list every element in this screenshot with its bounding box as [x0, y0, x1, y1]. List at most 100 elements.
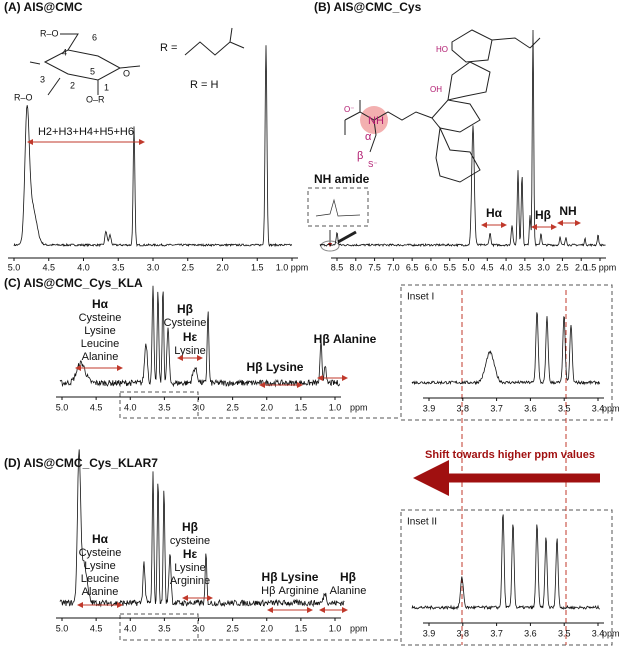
inset-box: [400, 284, 613, 421]
tick-label: 3.9: [423, 628, 436, 638]
tick-label: 7.0: [387, 262, 400, 272]
tick-label: 7.5: [368, 262, 381, 272]
tick-label: 3.0: [192, 402, 205, 412]
structure-label: α: [365, 131, 372, 143]
tick-label: 8.0: [350, 262, 363, 272]
structure-label: 2: [70, 80, 75, 90]
annotation: Hβ Arginine: [261, 585, 319, 597]
tick-label: 5.0: [56, 623, 69, 633]
tick-label: 3.7: [490, 403, 503, 413]
tick-label: 5.0: [56, 402, 69, 412]
tick-label: 3.6: [524, 628, 537, 638]
structure-label: 5: [90, 66, 95, 76]
tick-label: 4.5: [42, 262, 55, 272]
tick-label: 2.5: [226, 623, 239, 633]
annotation: R = H: [190, 79, 218, 91]
annotation: Hβ: [340, 570, 356, 584]
structure-label: 3: [40, 74, 45, 84]
tick-label: 2.5: [226, 402, 239, 412]
annotation: Hβ Lysine: [247, 360, 304, 374]
annotation: Lysine: [84, 560, 115, 572]
tick-label: 3.8: [457, 403, 470, 413]
unit: ppm: [350, 402, 368, 412]
tick-label: 5.0: [462, 262, 475, 272]
tick-label: 3.5: [158, 623, 171, 633]
nh-inset: [307, 187, 369, 252]
annotation: Leucine: [81, 338, 120, 350]
annotation: Lysine: [174, 345, 205, 357]
tick-label: 3.7: [490, 628, 503, 638]
tick-label: 3.9: [423, 403, 436, 413]
annotation: NH: [559, 204, 576, 218]
zoom-guide: [198, 417, 401, 641]
annotation: Hα: [486, 206, 503, 220]
tick-label: 6.5: [406, 262, 419, 272]
spectrum: [411, 514, 600, 611]
tick-label: 3.8: [457, 628, 470, 638]
tick-label: 4.0: [124, 402, 137, 412]
tick-label: 1.0: [329, 623, 342, 633]
annotation: Alanine: [330, 585, 367, 597]
annotation: Hβ Alanine: [314, 332, 377, 346]
tick-label: 5.5: [443, 262, 456, 272]
structure-label: O–R: [86, 94, 105, 104]
annotation: Hα: [92, 297, 109, 311]
spectrum: [59, 285, 340, 388]
panel-label: (D) AIS@CMC_Cys_KLAR7: [4, 456, 158, 470]
annotation: Alanine: [82, 586, 119, 598]
annotation: Alanine: [82, 351, 119, 363]
spectrum: [13, 45, 293, 248]
annotation: Cysteine: [79, 547, 122, 559]
tick-label: 3.6: [524, 403, 537, 413]
tick-label: 4.5: [481, 262, 494, 272]
annotation: cysteine: [170, 535, 210, 547]
annotation: Cysteine: [79, 312, 122, 324]
annotation: Leucine: [81, 573, 120, 585]
tick-label: 3.0: [147, 262, 160, 272]
unit: ppm: [602, 403, 619, 413]
zoom-box: [119, 613, 199, 641]
panel-label: (B) AIS@CMC_Cys: [314, 0, 422, 14]
tick-label: 3.4: [592, 403, 605, 413]
annotation: Lysine: [84, 325, 115, 337]
structure-label: 4: [62, 47, 67, 57]
structure-label: O⁻: [344, 105, 354, 114]
annotation: Lysine: [174, 562, 205, 574]
annotation: Hα: [92, 532, 109, 546]
tick-label: 3.0: [537, 262, 550, 272]
unit: ppm: [350, 623, 368, 633]
annotation: H2+H3+H4+H5+H6: [38, 126, 134, 138]
structure-label: β: [357, 150, 363, 162]
tick-label: 3.5: [558, 403, 571, 413]
tick-label: 2.5: [181, 262, 194, 272]
annotation: Arginine: [170, 575, 210, 587]
inset-label: Inset II: [407, 517, 437, 528]
structure-label: 6: [92, 32, 97, 42]
tick-label: 1.5: [251, 262, 264, 272]
tick-label: 2.5: [556, 262, 569, 272]
tick-label: 4.5: [90, 623, 103, 633]
structure-label: HO: [436, 45, 448, 54]
tick-label: 6.0: [425, 262, 438, 272]
annotation: Cysteine: [164, 317, 207, 329]
annotation: Hβ: [535, 208, 551, 222]
tick-label: 4.0: [77, 262, 90, 272]
unit: ppm: [602, 628, 619, 638]
tick-label: 2.0: [575, 262, 588, 272]
spectrum: [411, 312, 601, 386]
tick-label: 3.5: [112, 262, 125, 272]
tick-label: 3.0: [192, 623, 205, 633]
annotation: R =: [160, 42, 177, 54]
annotation: NH amide: [314, 172, 370, 186]
tick-label: 1.5: [295, 402, 308, 412]
annotation: Hε: [183, 330, 198, 344]
panel-label: (A) AIS@CMC: [4, 0, 83, 14]
spectrum: [319, 29, 606, 248]
tick-label: 1.0 ppm: [276, 262, 309, 272]
annotation: Hβ Lysine: [262, 570, 319, 584]
structure-label: S⁻: [368, 160, 378, 169]
tick-label: 5.0: [8, 262, 21, 272]
panel-label: (C) AIS@CMC_Cys_KLA: [4, 276, 143, 290]
annotation: Hβ: [182, 520, 198, 534]
tick-label: 2.0: [260, 623, 273, 633]
